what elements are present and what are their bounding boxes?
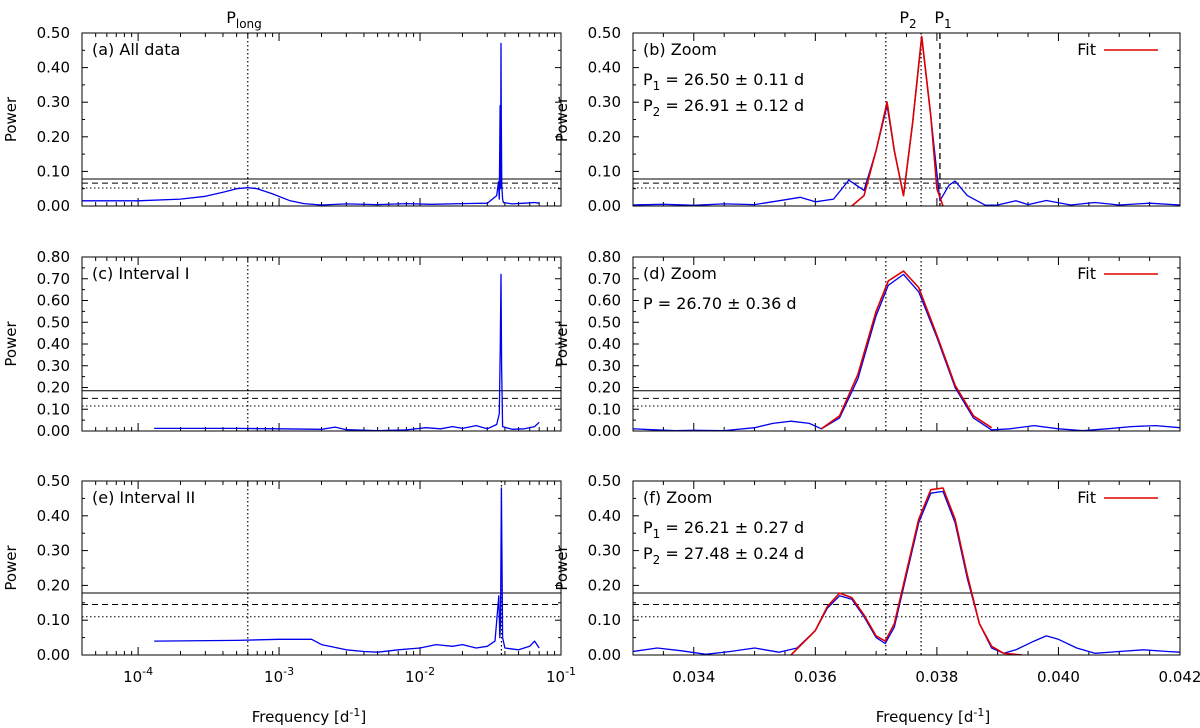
- y-tick-label: 0.50: [588, 472, 621, 490]
- panel-label: (c) Interval I: [92, 264, 189, 283]
- y-tick-label: 0.10: [588, 611, 621, 629]
- plot-frame: [632, 32, 1181, 207]
- y-tick-label: 0.50: [37, 472, 70, 490]
- fit-curve: [790, 487, 1023, 655]
- y-tick-label: 0.10: [588, 162, 621, 180]
- plot-frame: [81, 480, 562, 656]
- plot-frame: [81, 256, 562, 432]
- x-tick-label: 10-1: [546, 665, 576, 686]
- y-axis-label: Power: [2, 320, 20, 366]
- y-tick-label: 0.40: [588, 335, 621, 353]
- panel-e: 0.00 0.10 0.20 0.30 0.40 0.50 Power 10-4 10-3 10-…: [2, 472, 576, 686]
- y-tick-label: 0.30: [588, 93, 621, 111]
- y-tick-label: 0.50: [37, 24, 70, 42]
- y-axis-label: Power: [2, 96, 20, 142]
- panel-label: (d) Zoom: [643, 264, 717, 283]
- y-axis-label: Power: [553, 96, 571, 142]
- y-tick-label: 0.10: [37, 162, 70, 180]
- periodogram-line: [82, 42, 540, 206]
- fit-curve: [820, 270, 993, 430]
- panel-a: 0.00 0.10 0.20 0.30 0.40 0.50 Power (a) All dat…: [2, 24, 562, 215]
- y-tick-label: 0.70: [588, 270, 621, 288]
- periodogram-line: [154, 273, 540, 431]
- x-tick-label: 0.040: [1037, 668, 1080, 686]
- y-tick-label: 0.10: [37, 400, 70, 418]
- y-tick-label: 0.50: [588, 24, 621, 42]
- y-tick-label: 0.20: [588, 379, 621, 397]
- y-tick-label: 0.30: [588, 357, 621, 375]
- period-annotation: P = 26.70 ± 0.36 d: [643, 294, 796, 313]
- y-tick-label: 0.00: [37, 646, 70, 664]
- panel-d: 0.00 0.10 0.20 0.30 0.40 0.50 0.60 0.70 0.80 Powe…: [553, 248, 1181, 440]
- period-annotation: P2 = 26.91 ± 0.12 d: [643, 96, 804, 119]
- y-tick-label: 0.60: [588, 292, 621, 310]
- plot-frame: [632, 480, 1181, 656]
- fit-curve: [851, 35, 944, 206]
- y-tick-label: 0.20: [37, 128, 70, 146]
- y-tick-label: 0.40: [37, 507, 70, 525]
- period-annotation: P1 = 26.21 ± 0.27 d: [643, 518, 804, 541]
- y-tick-label: 0.00: [37, 197, 70, 215]
- periodogram-line: [154, 487, 540, 653]
- y-tick-label: 0.80: [37, 248, 70, 266]
- y-tick-label: 0.00: [588, 197, 621, 215]
- y-axis-label: Power: [553, 544, 571, 590]
- y-tick-label: 0.30: [37, 542, 70, 560]
- legend-label: Fit: [1077, 40, 1096, 59]
- panel-label: (a) All data: [92, 40, 180, 59]
- panel-label: (e) Interval II: [92, 488, 195, 507]
- legend-label: Fit: [1077, 264, 1096, 283]
- y-tick-label: 0.40: [37, 335, 70, 353]
- x-axis-label-left: Frequency [d-1]: [252, 706, 366, 726]
- x-tick-label: 0.034: [672, 668, 715, 686]
- panel-b: 0.00 0.10 0.20 0.30 0.40 0.50 Power (b) Zoom P1 …: [553, 24, 1181, 215]
- x-tick-label: 10-3: [264, 665, 294, 686]
- y-tick-label: 0.30: [588, 542, 621, 560]
- top-label-p2: P2: [899, 8, 916, 31]
- y-tick-label: 0.20: [588, 128, 621, 146]
- x-axis-label-right: Frequency [d-1]: [876, 706, 990, 726]
- y-tick-label: 0.00: [588, 646, 621, 664]
- periodogram-line: [633, 273, 1180, 431]
- panel-label: (f) Zoom: [643, 488, 712, 507]
- y-tick-label: 0.60: [37, 292, 70, 310]
- y-axis-label: Power: [2, 544, 20, 590]
- y-tick-label: 0.00: [37, 422, 70, 440]
- y-tick-label: 0.50: [37, 313, 70, 331]
- panel-f: 0.00 0.10 0.20 0.30 0.40 0.50 Power 0.034 0.036 0…: [553, 472, 1200, 686]
- x-tick-label: 10-2: [405, 665, 435, 686]
- panel-label: (b) Zoom: [643, 40, 717, 59]
- period-annotation: P1 = 26.50 ± 0.11 d: [643, 70, 804, 93]
- plot-frame: [632, 256, 1181, 432]
- legend-label: Fit: [1077, 488, 1096, 507]
- x-tick-label: 10-4: [123, 665, 153, 686]
- y-tick-label: 0.10: [37, 611, 70, 629]
- y-tick-label: 0.30: [37, 93, 70, 111]
- period-annotation: P2 = 27.48 ± 0.24 d: [643, 544, 804, 567]
- y-tick-label: 0.80: [588, 248, 621, 266]
- y-tick-label: 0.10: [588, 400, 621, 418]
- panel-c: 0.00 0.10 0.20 0.30 0.40 0.50 0.60 0.70 0.80 Powe…: [2, 248, 562, 440]
- y-tick-label: 0.50: [588, 313, 621, 331]
- y-tick-label: 0.20: [37, 576, 70, 594]
- top-label-p1: P1: [934, 8, 951, 31]
- y-tick-label: 0.40: [588, 59, 621, 77]
- y-tick-label: 0.40: [588, 507, 621, 525]
- y-tick-label: 0.70: [37, 270, 70, 288]
- top-label-p-long: Plong: [226, 8, 262, 31]
- y-tick-label: 0.00: [588, 422, 621, 440]
- x-tick-label: 0.036: [794, 668, 837, 686]
- x-tick-label: 0.042: [1159, 668, 1200, 686]
- y-axis-label: Power: [553, 320, 571, 366]
- y-tick-label: 0.20: [37, 379, 70, 397]
- y-tick-label: 0.40: [37, 59, 70, 77]
- x-tick-label: 0.038: [915, 668, 958, 686]
- y-tick-label: 0.20: [588, 576, 621, 594]
- periodogram-line: [633, 35, 1180, 206]
- y-tick-label: 0.30: [37, 357, 70, 375]
- plot-frame: [81, 32, 562, 207]
